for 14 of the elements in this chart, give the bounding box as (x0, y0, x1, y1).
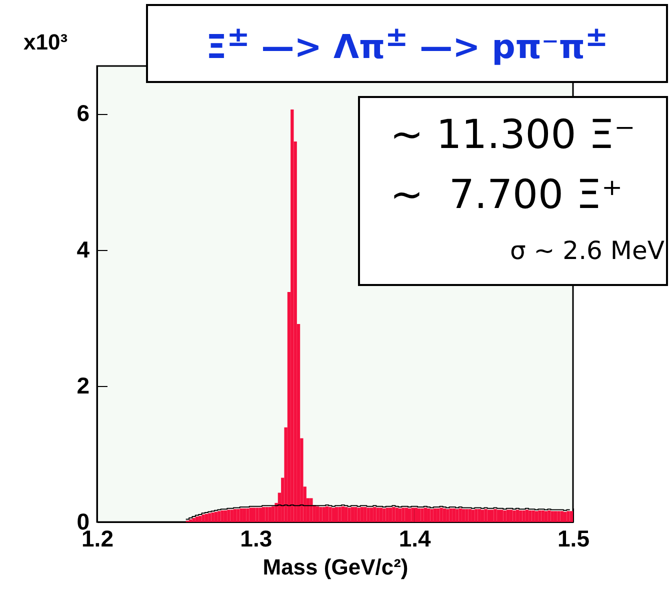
annotation: σ ~ 2.6 MeV (510, 236, 664, 265)
title-box: Ξ$^{±}$ —> Λπ$^{±}$ —> pπ⁻π$^{±}$ (146, 4, 668, 83)
chart-title: Ξ$^{±}$ —> Λπ$^{±}$ —> pπ⁻π$^{±}$ (206, 21, 608, 66)
y-tick-label: 6 (76, 100, 90, 126)
y-tick-label: 2 (76, 372, 90, 398)
x-tick-label: 1.5 (558, 526, 590, 552)
note-box: ~ 11.300 Ξ⁻ ~ 7.700 Ξ⁺ σ ~ 2.6 MeV (358, 96, 668, 286)
x-tick-label: 1.4 (398, 526, 432, 552)
x-tick-label: 1.3 (240, 526, 272, 552)
annotation: ~ 11.300 Ξ⁻ (390, 112, 636, 158)
annotation: ~ 7.700 Ξ⁺ (390, 172, 623, 218)
y-tick-label: 4 (76, 236, 90, 262)
y-axis-title: x10³ (23, 30, 68, 54)
x-axis-title: Mass (GeV/c²) (262, 554, 408, 580)
